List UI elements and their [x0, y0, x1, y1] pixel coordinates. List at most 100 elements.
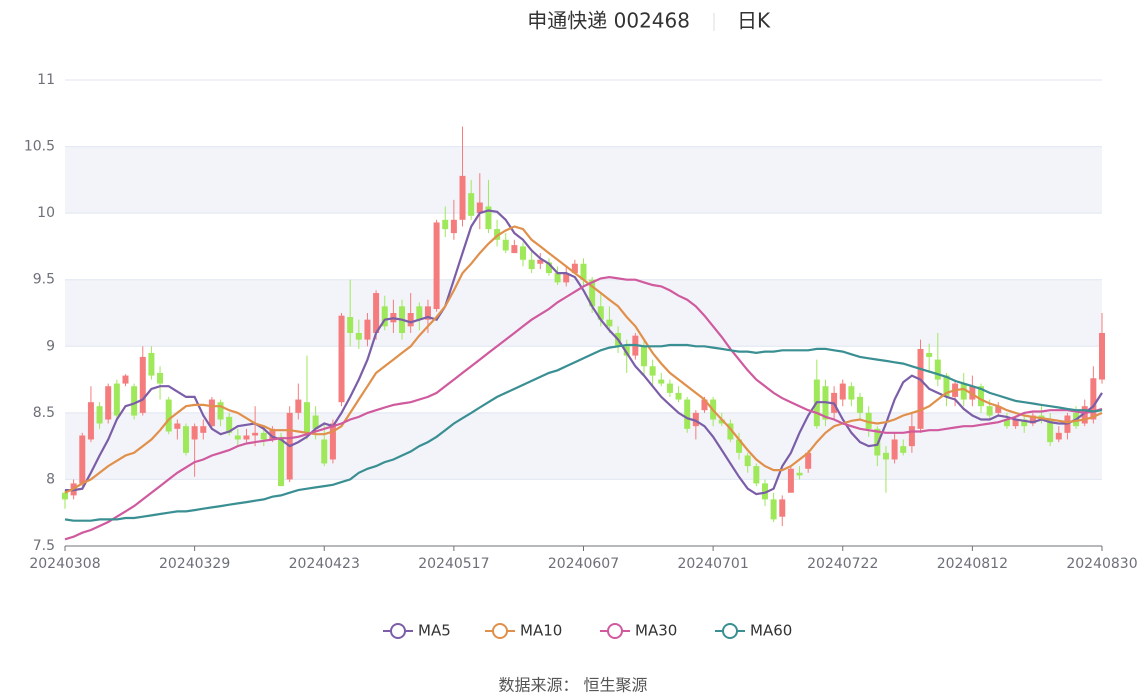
grid-band — [65, 146, 1102, 214]
candle-body — [978, 386, 985, 407]
candle-body — [485, 206, 492, 230]
candle-body — [329, 423, 336, 460]
candle-body — [597, 306, 604, 320]
candle-body — [312, 415, 319, 429]
candle-body — [986, 406, 993, 416]
candle-body — [450, 219, 457, 234]
legend-item: MA5 — [383, 622, 451, 640]
candle-body — [908, 426, 915, 447]
candle-body — [381, 306, 388, 327]
candle-body — [364, 319, 371, 340]
candle-body — [208, 399, 215, 427]
candle-body — [805, 452, 812, 469]
candle-body — [442, 219, 449, 230]
candle-body — [779, 499, 786, 517]
candle-body — [926, 352, 933, 357]
candle-body — [511, 245, 518, 254]
candle-body — [857, 396, 864, 413]
candle-body — [113, 383, 120, 416]
candle-body — [563, 273, 570, 283]
candle-body — [468, 193, 475, 216]
candle-body — [303, 402, 310, 433]
candle-body — [917, 348, 924, 429]
candle-body — [459, 175, 466, 220]
candle-body — [692, 412, 699, 427]
y-tick-label: 10.5 — [24, 139, 55, 155]
candle-body — [658, 379, 665, 384]
candle-body — [537, 259, 544, 264]
candle-body — [139, 356, 146, 413]
candle-body — [995, 406, 1002, 413]
candle-body — [969, 386, 976, 400]
candle-body — [174, 423, 181, 429]
candle-body — [321, 439, 328, 464]
candle-body — [943, 375, 950, 397]
candle-body — [675, 392, 682, 400]
candle-body — [502, 239, 509, 251]
legend-marker — [492, 623, 508, 639]
x-tick-label: 20240607 — [548, 556, 619, 572]
candle-body — [157, 372, 164, 384]
candle-body — [666, 383, 673, 393]
candle-body — [554, 273, 561, 283]
candle-body — [753, 466, 760, 484]
candle-body — [62, 492, 68, 500]
candle-body — [295, 399, 302, 413]
candle-body — [416, 306, 423, 320]
candle-body — [882, 452, 889, 460]
candle-body — [148, 352, 155, 376]
candle-body — [1047, 419, 1054, 443]
candle-body — [355, 332, 362, 340]
candle-body — [787, 468, 794, 493]
candle-body — [182, 426, 189, 453]
candle-body — [580, 263, 587, 280]
candle-body — [528, 259, 535, 270]
candle-body — [1012, 419, 1019, 427]
y-tick-label: 9 — [46, 338, 55, 354]
candle-body — [865, 412, 872, 429]
candle-body — [226, 416, 233, 433]
candle-body — [347, 316, 354, 333]
candle-body — [87, 402, 94, 440]
x-tick-label: 20240423 — [289, 556, 360, 572]
candle-body — [424, 306, 431, 320]
candle-body — [433, 222, 440, 310]
candle-body — [744, 455, 751, 467]
ma-line — [64, 343, 1103, 522]
candle-body — [131, 386, 138, 416]
candle-body — [278, 436, 285, 487]
candle-body — [1021, 419, 1028, 427]
candle-body — [589, 279, 596, 307]
legend-marker — [390, 623, 406, 639]
candle-body — [217, 402, 224, 420]
candle-body — [1029, 415, 1036, 424]
legend-label: MA30 — [635, 622, 677, 640]
candle-body — [520, 246, 527, 260]
legend-marker — [722, 623, 738, 639]
candle-body — [243, 435, 250, 440]
candle-body — [234, 435, 241, 440]
candle-body — [1003, 419, 1010, 427]
candle-body — [848, 386, 855, 400]
chart-title: 申通快递 002468 — [527, 9, 690, 33]
candle-body — [649, 366, 656, 376]
candle-body — [839, 383, 846, 400]
candle-body — [122, 375, 129, 384]
x-tick-label: 20240812 — [937, 556, 1008, 572]
candle-body — [1055, 432, 1062, 440]
data-source: 数据来源： 恒生聚源 — [498, 676, 647, 695]
candle-body — [407, 313, 414, 327]
candle-body — [494, 229, 501, 240]
candle-body — [373, 293, 380, 333]
candle-body — [770, 499, 777, 520]
candle-body — [571, 263, 578, 274]
candle-body — [727, 423, 734, 440]
candle-body — [545, 262, 552, 274]
x-tick-label: 20240517 — [418, 556, 489, 572]
ma-line — [65, 209, 1103, 496]
chart-period: 日K — [737, 9, 771, 33]
candle-body — [960, 383, 967, 400]
legend-item: MA30 — [600, 622, 677, 640]
legend-item: MA60 — [715, 622, 792, 640]
